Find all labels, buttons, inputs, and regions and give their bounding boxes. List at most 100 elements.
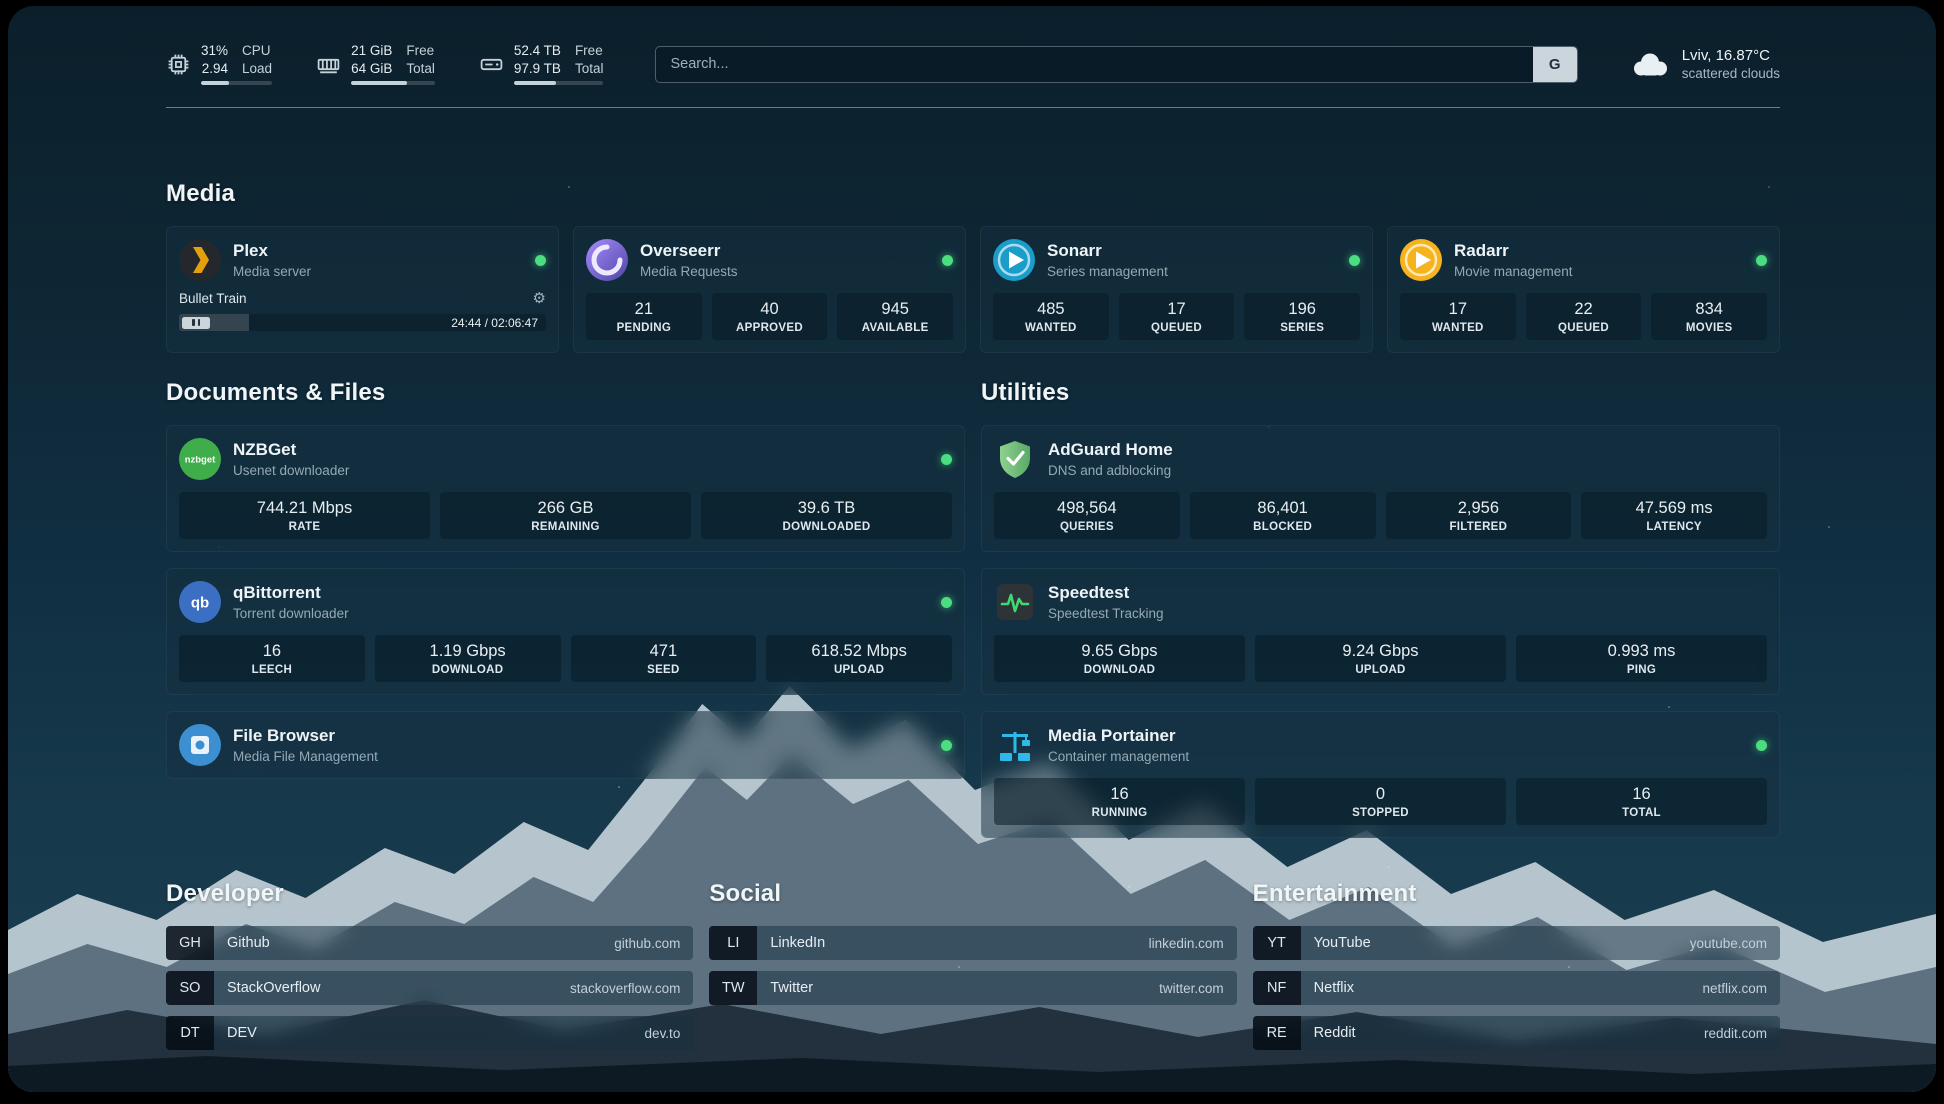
memory-free-value: 21 GiB [351,43,393,59]
status-indicator [1349,254,1360,266]
stat-wanted: 17 WANTED [1400,293,1516,340]
sonarr-icon [993,239,1035,281]
stat-download: 1.19 Gbps DOWNLOAD [374,635,561,682]
bookmark-twitter[interactable]: TW Twitter twitter.com [709,971,1237,1005]
service-card-speedtest[interactable]: Speedtest Speedtest Tracking 9.65 Gbps DO… [981,568,1780,695]
service-subtitle: Speedtest Tracking [1048,605,1164,621]
search-provider-button[interactable]: G [1532,46,1577,82]
cpu-widget: 31% 2.94 CPU Load [166,43,273,85]
header-divider [166,107,1780,108]
disk-icon [479,52,504,77]
service-subtitle: Media Requests [640,263,738,279]
stat-upload: 9.24 Gbps UPLOAD [1255,635,1506,682]
topbar: 31% 2.94 CPU Load [166,38,1780,90]
weather-location: Lviv, 16.87°C [1681,47,1770,64]
bookmark-url: stackoverflow.com [570,980,681,996]
plex-now-playing: Bullet Train ⚙ 24:44 / 02:06:47 [179,291,546,331]
stat-ping: 0.993 ms PING [1516,635,1767,682]
memory-total-value: 64 GiB [351,61,393,76]
section-title-social: Social [709,880,782,907]
stat-remaining: 266 GB REMAINING [440,492,691,539]
service-subtitle: Media File Management [233,748,378,764]
service-card-radarr[interactable]: Radarr Movie management 17 WANTED 22 QUEUE… [1387,226,1780,353]
service-name: Plex [233,241,268,261]
memory-icon [316,52,341,77]
stat-approved: 40 APPROVED [711,293,828,340]
bookmark-group-developer: Developer GH Github github.com SO StackO… [166,880,694,1050]
bookmark-netflix[interactable]: NF Netflix netflix.com [1252,971,1780,1005]
bookmark-dev[interactable]: DT DEV dev.to [166,1016,694,1050]
bookmark-name: StackOverflow [227,980,321,996]
bookmark-url: netflix.com [1702,980,1767,996]
playback-progress-bar[interactable]: 24:44 / 02:06:47 [179,314,546,331]
bookmark-name: Netflix [1313,980,1354,996]
bookmark-group-entertainment: Entertainment YT YouTube youtube.com NF … [1252,880,1780,1050]
portainer-icon [994,724,1036,766]
service-name: qBittorrent [233,583,321,603]
stat-filtered: 2,956 FILTERED [1385,492,1572,539]
bookmark-linkedin[interactable]: LI LinkedIn linkedin.com [709,926,1237,960]
disk-free-value: 52.4 TB [513,43,561,59]
bookmark-name: YouTube [1313,935,1371,951]
service-card-nzbget[interactable]: nzbget NZBGet Usenet downloader 744.21 M… [166,425,965,552]
service-card-filebrowser[interactable]: File Browser Media File Management [166,711,965,779]
service-name: NZBGet [233,440,297,460]
speedtest-icon [994,581,1036,623]
disk-progress-bar [513,80,604,85]
status-indicator [1756,739,1767,751]
status-indicator [941,453,952,465]
cpu-label: CPU [242,43,271,59]
cpu-load-value: 2.94 [201,61,229,76]
gear-icon[interactable]: ⚙ [532,290,546,307]
service-subtitle: Torrent downloader [233,605,349,621]
bookmark-abbr: GH [166,926,214,960]
service-card-qbittorrent[interactable]: qb qBittorrent Torrent downloader 16 LEEC… [166,568,965,695]
service-name: File Browser [233,726,336,746]
service-subtitle: DNS and adblocking [1048,462,1172,478]
service-subtitle: Movie management [1454,263,1573,279]
weather-widget: Lviv, 16.87°C scattered clouds [1630,47,1780,81]
service-name: Media Portainer [1048,726,1176,746]
svg-text:qb: qb [191,595,209,612]
bookmark-stackoverflow[interactable]: SO StackOverflow stackoverflow.com [166,971,694,1005]
service-name: Radarr [1454,241,1509,261]
cpu-progress-bar [201,80,273,85]
service-card-sonarr[interactable]: Sonarr Series management 485 WANTED 17 QUE… [980,226,1373,353]
disk-free-label: Free [574,43,603,59]
plex-icon [179,239,221,281]
stat-blocked: 86,401 BLOCKED [1189,492,1376,539]
service-card-portainer[interactable]: Media Portainer Container management 16 R… [981,711,1780,838]
stat-rate: 744.21 Mbps RATE [179,492,430,539]
stat-available: 945 AVAILABLE [837,293,954,340]
bookmark-youtube[interactable]: YT YouTube youtube.com [1252,926,1780,960]
status-indicator [941,739,952,751]
stat-leech: 16 LEECH [179,635,365,682]
service-name: Speedtest [1048,583,1130,603]
stat-total: 16 TOTAL [1516,778,1767,825]
bookmark-url: dev.to [644,1025,681,1041]
service-card-adguard[interactable]: AdGuard Home DNS and adblocking 498,564 Q… [981,425,1780,552]
status-indicator [942,254,953,266]
pause-button[interactable] [182,316,210,329]
bookmark-github[interactable]: GH Github github.com [166,926,694,960]
service-subtitle: Container management [1048,748,1190,764]
search-bar: G [655,45,1578,83]
bookmark-url: youtube.com [1689,935,1767,951]
service-card-plex[interactable]: Plex Media server Bullet Train ⚙ [166,226,559,353]
section-title-developer: Developer [166,880,284,907]
playback-time: 24:44 / 02:06:47 [451,315,538,330]
stat-seed: 471 SEED [570,635,757,682]
stat-series: 196 SERIES [1244,293,1361,340]
disk-total-label: Total [574,61,604,76]
stat-movies: 834 MOVIES [1651,293,1768,340]
section-title-documents: Documents & Files [166,379,386,406]
bookmark-abbr: NF [1252,971,1301,1005]
service-card-overseerr[interactable]: Overseerr Media Requests 21 PENDING 40 APP… [573,226,966,353]
service-name: AdGuard Home [1048,440,1173,460]
now-playing-title: Bullet Train [179,291,247,306]
bookmark-url: linkedin.com [1148,935,1224,951]
bookmark-reddit[interactable]: RE Reddit reddit.com [1252,1016,1780,1050]
search-input[interactable] [655,45,1578,83]
bookmark-group-social: Social LI LinkedIn linkedin.com TW Twitt… [709,880,1237,1050]
section-title-utilities: Utilities [981,379,1070,406]
